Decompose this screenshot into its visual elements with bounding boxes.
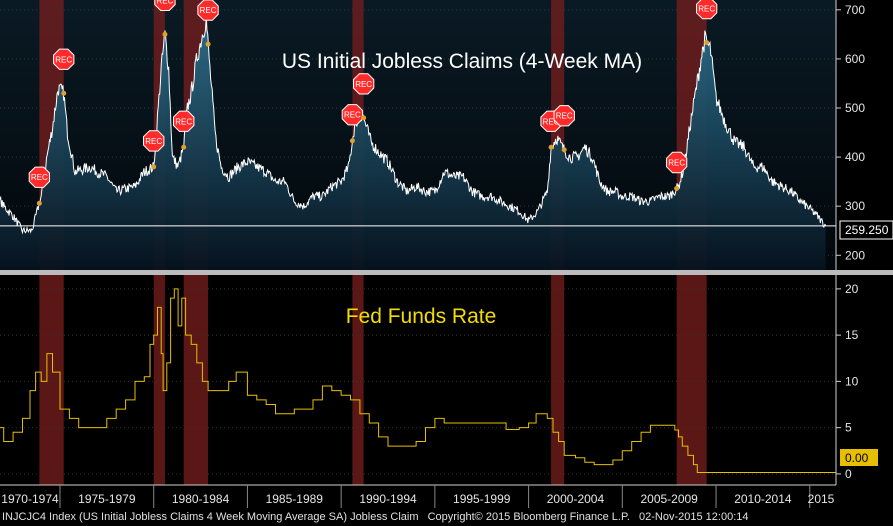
recession-dot-2-start: [151, 164, 157, 170]
recession-marker-label-3-start: REC: [175, 117, 192, 126]
recession-marker-3-start: [173, 110, 195, 132]
claims-last-value-box: [839, 220, 893, 240]
recession-dot-3-end: [205, 41, 211, 47]
recession-marker-label-1-end: REC: [55, 55, 72, 64]
recession-dot-4-end: [361, 115, 367, 121]
recession-marker-label-5-start: REC: [543, 117, 560, 126]
claims-area: [0, 17, 826, 270]
panel-divider: [0, 270, 893, 275]
x-tick-2010-2014: 2010-2014: [734, 492, 792, 506]
x-tick-1980-1984: 1980-1984: [172, 492, 230, 506]
recession-marker-label-2-start: REC: [145, 137, 162, 146]
recession-marker-3-end: [197, 0, 219, 21]
claims-y-tick-700: 700: [845, 3, 865, 17]
x-tick-2005-2009: 2005-2009: [640, 492, 698, 506]
recession-marker-5-end: [553, 105, 575, 127]
x-tick-2015: 2015: [808, 492, 835, 506]
claims-line: [0, 16, 826, 235]
recession-dot-1-start: [36, 200, 42, 206]
recession-marker-label-6-start: REC: [668, 159, 685, 168]
fed-y-tick-15: 15: [845, 328, 859, 342]
footer-timestamp: 02-Nov-2015 12:00:14: [639, 511, 749, 523]
recession-marker-label-3-end: REC: [200, 6, 217, 15]
x-tick-1995-1999: 1995-1999: [453, 492, 511, 506]
claims-y-ticks: 200 300 400 500 600 700: [836, 3, 865, 262]
footer: INJCJC4 Index (US Initial Jobless Claims…: [2, 509, 892, 526]
recession-marker-label-2-end: REC: [157, 0, 174, 5]
recession-dot-6-end: [704, 40, 710, 46]
x-tick-1970-1974: 1970-1974: [1, 492, 59, 506]
claims-title: US Initial Jobless Claims (4-Week MA): [282, 50, 642, 73]
recession-marker-2-end: [154, 0, 176, 11]
recession-dot-2-end: [162, 31, 168, 37]
recession-marker-label-6-end: REC: [698, 5, 715, 14]
claims-y-tick-300: 300: [845, 199, 865, 213]
recession-band-5-fed: [551, 275, 565, 485]
footer-ticker: INJCJC4 Index (US Initial Jobless Claims…: [2, 511, 419, 523]
recession-marker-label-1-start: REC: [31, 173, 48, 182]
recession-marker-4-start: [341, 104, 364, 126]
claims-y-tick-500: 500: [845, 101, 865, 115]
x-tick-1990-1994: 1990-1994: [359, 492, 417, 506]
fed-y-tick-5: 5: [845, 421, 852, 435]
footer-copyright: Copyright© 2015 Bloomberg Finance L.P.: [427, 511, 630, 523]
fed-y-tick-20: 20: [845, 282, 859, 296]
recession-band-3-fed: [183, 275, 209, 485]
recession-marker-label-4-end: REC: [355, 80, 372, 89]
claims-y-tick-600: 600: [845, 52, 865, 66]
x-tick-1985-1989: 1985-1989: [266, 492, 324, 506]
recession-dot-5-end: [561, 147, 567, 153]
fed-y-ticks: 0 5 10 15 20: [836, 282, 859, 481]
claims-y-tick-400: 400: [845, 150, 865, 164]
x-axis-ticks: 1970-1974 1975-1979 1980-1984 1985-1989 1990…: [1, 485, 835, 508]
recession-marker-label-5-end: REC: [556, 112, 573, 121]
recession-band-2-fed: [153, 275, 165, 485]
recession-dot-1-end: [61, 90, 67, 96]
recession-marker-1-start: [28, 166, 50, 188]
fed-last-value-box: [840, 449, 878, 466]
claims-y-tick-200: 200: [845, 248, 865, 262]
recession-dot-5-start: [548, 144, 554, 150]
fed-y-tick-0: 0: [845, 467, 852, 481]
recession-dot-4-start: [349, 138, 355, 144]
recession-marker-6-end: [696, 0, 718, 20]
recession-marker-6-start: [666, 151, 688, 174]
x-tick-2000-2004: 2000-2004: [547, 492, 605, 506]
recession-band-4-fed: [352, 275, 364, 485]
recession-dot-3-start: [181, 144, 187, 150]
recession-dot-6-start: [674, 186, 680, 192]
fed-funds-line: [0, 288, 826, 473]
recession-band-6-fed: [676, 275, 707, 485]
x-tick-1975-1979: 1975-1979: [78, 492, 136, 506]
recession-marker-1-end: [53, 48, 75, 70]
fed-title: Fed Funds Rate: [346, 305, 497, 328]
recession-marker-label-4-start: REC: [344, 111, 361, 120]
recession-marker-2-start: [143, 130, 165, 152]
fed-last-value-label: 0.00: [845, 451, 869, 465]
fed-y-tick-10: 10: [845, 374, 859, 388]
claims-last-value-label: 259.250: [845, 223, 889, 237]
recession-marker-4-end: [353, 73, 375, 95]
